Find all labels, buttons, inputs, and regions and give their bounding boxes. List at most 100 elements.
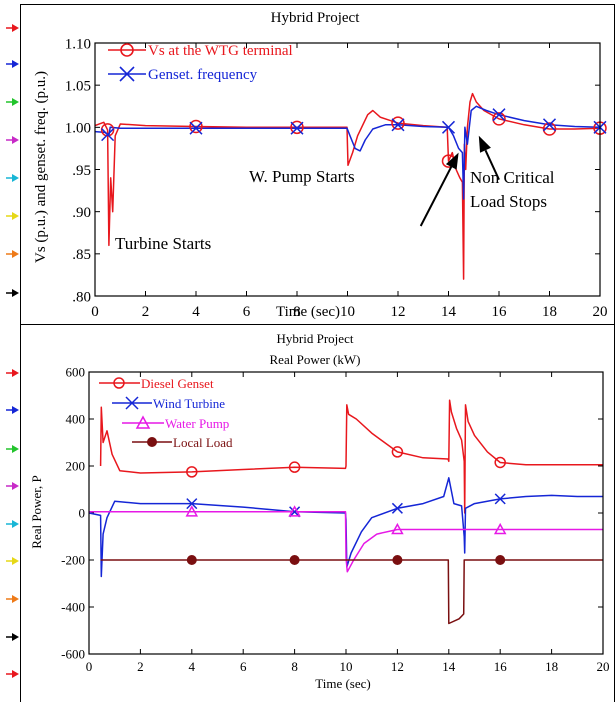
legend-label-wind: Wind Turbine (153, 396, 225, 411)
series-marker (189, 121, 203, 135)
annotation-arrow-head (445, 152, 459, 170)
chart2-markers (185, 446, 507, 565)
annotation-noncritical-line2: Load Stops (470, 192, 547, 211)
series-marker (186, 498, 198, 510)
x-tick-label: 0 (86, 659, 93, 674)
chart1-ylabel: Vs (p.u.) and genset. freq. (p.u.) (33, 71, 49, 263)
series-marker (391, 502, 403, 514)
series-marker (185, 505, 199, 517)
legend-marker-wind (125, 396, 139, 410)
chart2-legend: Diesel Genset Wind Turbine Water Pump Lo… (99, 376, 233, 450)
annotation-arrow-shaft (419, 166, 453, 227)
margin-arrow-head (12, 24, 19, 32)
series-marker (542, 122, 557, 136)
x-tick-label: 4 (192, 304, 200, 320)
margin-arrow-head (12, 482, 19, 490)
x-tick-label: 20 (593, 304, 608, 320)
x-tick-label: 2 (142, 304, 150, 320)
x-tick-label: 8 (293, 304, 301, 320)
series-marker (290, 121, 304, 135)
series-marker (492, 108, 506, 122)
x-tick-label: 6 (240, 659, 247, 674)
y-tick-label: 1.05 (65, 78, 91, 94)
margin-arrow-head (12, 595, 19, 603)
margin-arrow-head (12, 633, 19, 641)
margin-arrow-head (12, 520, 19, 528)
series-marker (189, 119, 203, 134)
series-line (99, 399, 603, 514)
chart1-legend: Vs at the WTG terminal Genset. frequency (108, 43, 293, 83)
legend-label-vs: Vs at the WTG terminal (148, 43, 293, 59)
annotation-arrow-head (478, 135, 491, 153)
chart2-ylabel: Real Power, P (29, 475, 44, 549)
series-marker (186, 555, 197, 565)
margin-arrow-head (12, 60, 19, 68)
x-tick-label: 4 (189, 659, 196, 674)
x-tick-label: 6 (243, 304, 251, 320)
legend-label-diesel: Diesel Genset (141, 376, 214, 391)
chart2-series (88, 399, 603, 625)
chart1-xlabel: Time (sec) (276, 304, 340, 320)
y-tick-label: -400 (61, 600, 85, 615)
margin-arrow-head (12, 136, 19, 144)
margin-arrow-head (12, 212, 19, 220)
y-tick-label: .80 (72, 289, 91, 305)
x-tick-label: 20 (597, 659, 610, 674)
annotation-turbine-starts: Turbine Starts (115, 234, 211, 253)
legend-marker-pump (135, 415, 151, 429)
x-tick-label: 14 (441, 304, 457, 320)
series-marker (101, 128, 115, 142)
x-tick-label: 18 (545, 659, 558, 674)
margin-arrow-head (12, 406, 19, 414)
chart2-plot-frame (88, 371, 604, 655)
chart2-title: Hybrid Project (277, 331, 354, 346)
x-tick-label: 0 (91, 304, 99, 320)
series-marker (542, 118, 557, 132)
chart1-title: Hybrid Project (271, 10, 361, 26)
y-tick-label: 1.00 (65, 121, 91, 137)
y-tick-label: 600 (66, 365, 86, 380)
margin-arrow-head (12, 670, 19, 678)
series-line (89, 511, 603, 573)
series-marker (288, 461, 301, 473)
annotation-arrow-shaft (484, 149, 500, 181)
x-tick-label: 18 (542, 304, 557, 320)
series-marker (494, 493, 506, 505)
y-tick-label: 400 (66, 412, 86, 427)
series-marker (186, 466, 198, 478)
legend-label-pump: Water Pump (165, 416, 229, 431)
chart2-xlabel: Time (sec) (315, 676, 371, 691)
chart2-subtitle: Real Power (kW) (270, 352, 361, 367)
x-tick-label: 16 (492, 304, 508, 320)
series-marker (493, 522, 507, 535)
x-tick-label: 8 (291, 659, 298, 674)
legend-marker-freq (119, 66, 135, 82)
series-marker (495, 555, 506, 565)
series-line (88, 477, 603, 578)
margin-arrow-head (12, 174, 19, 182)
legend-marker-load (147, 437, 157, 447)
y-tick-label: 1.10 (65, 36, 91, 52)
y-tick-label: .85 (72, 247, 91, 263)
series-marker (289, 555, 300, 565)
margin-arrow-group (6, 24, 19, 678)
legend-label-load: Local Load (173, 435, 233, 450)
x-tick-label: 10 (340, 304, 355, 320)
series-marker (392, 555, 403, 565)
series-marker (391, 116, 405, 130)
y-tick-label: -200 (61, 553, 85, 568)
x-tick-label: 12 (391, 304, 406, 320)
series-marker (290, 120, 304, 135)
y-tick-label: -600 (61, 647, 85, 662)
legend-marker-diesel (113, 377, 125, 389)
real-power-chart: Hybrid Project Real Power (kW) Time (sec… (29, 331, 610, 691)
x-tick-label: 14 (442, 659, 456, 674)
annotation-noncritical-line1: Non Critical (470, 168, 555, 187)
annotation-pump-starts: W. Pump Starts (249, 167, 355, 186)
y-tick-label: .95 (72, 163, 91, 179)
series-marker (288, 505, 301, 517)
series-line (100, 559, 603, 625)
x-tick-label: 2 (137, 659, 144, 674)
